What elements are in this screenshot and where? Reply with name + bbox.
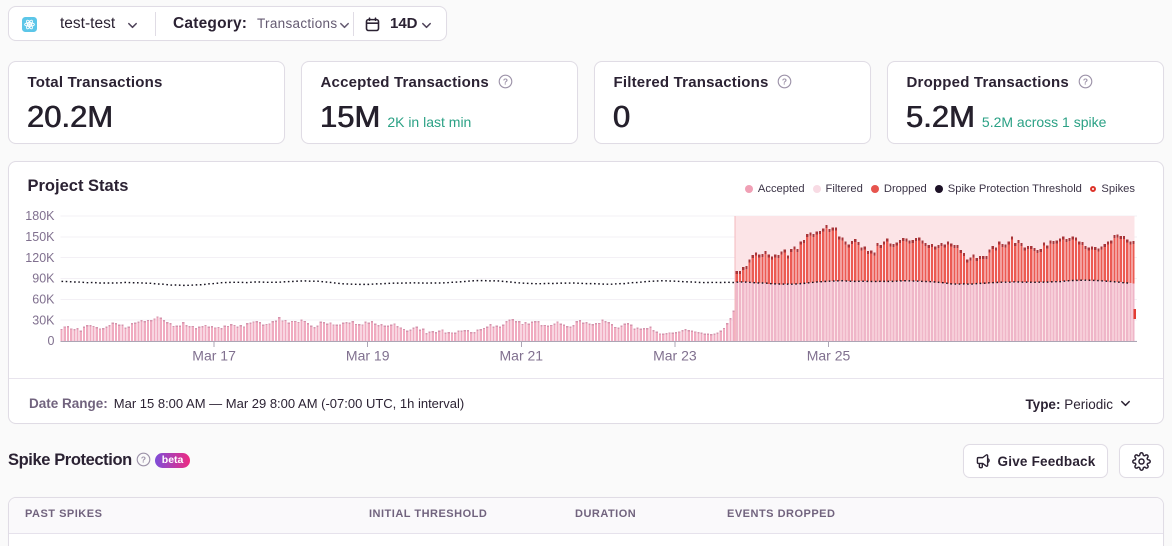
svg-text:90K: 90K: [32, 272, 55, 286]
svg-text:Mar 19: Mar 19: [346, 348, 390, 364]
svg-text:120K: 120K: [25, 251, 55, 265]
svg-text:?: ?: [503, 77, 508, 87]
svg-text:?: ?: [141, 455, 146, 465]
svg-text:Mar 17: Mar 17: [192, 348, 236, 364]
svg-text:Mar 21: Mar 21: [500, 348, 544, 364]
svg-text:0: 0: [48, 334, 55, 348]
svg-text:180K: 180K: [25, 209, 55, 223]
svg-text:?: ?: [782, 77, 787, 87]
svg-text:Mar 25: Mar 25: [807, 348, 851, 364]
svg-text:150K: 150K: [25, 230, 55, 244]
svg-text:Mar 23: Mar 23: [653, 348, 697, 364]
svg-text:?: ?: [1082, 77, 1087, 87]
svg-text:60K: 60K: [32, 293, 55, 307]
svg-text:30K: 30K: [32, 313, 55, 327]
